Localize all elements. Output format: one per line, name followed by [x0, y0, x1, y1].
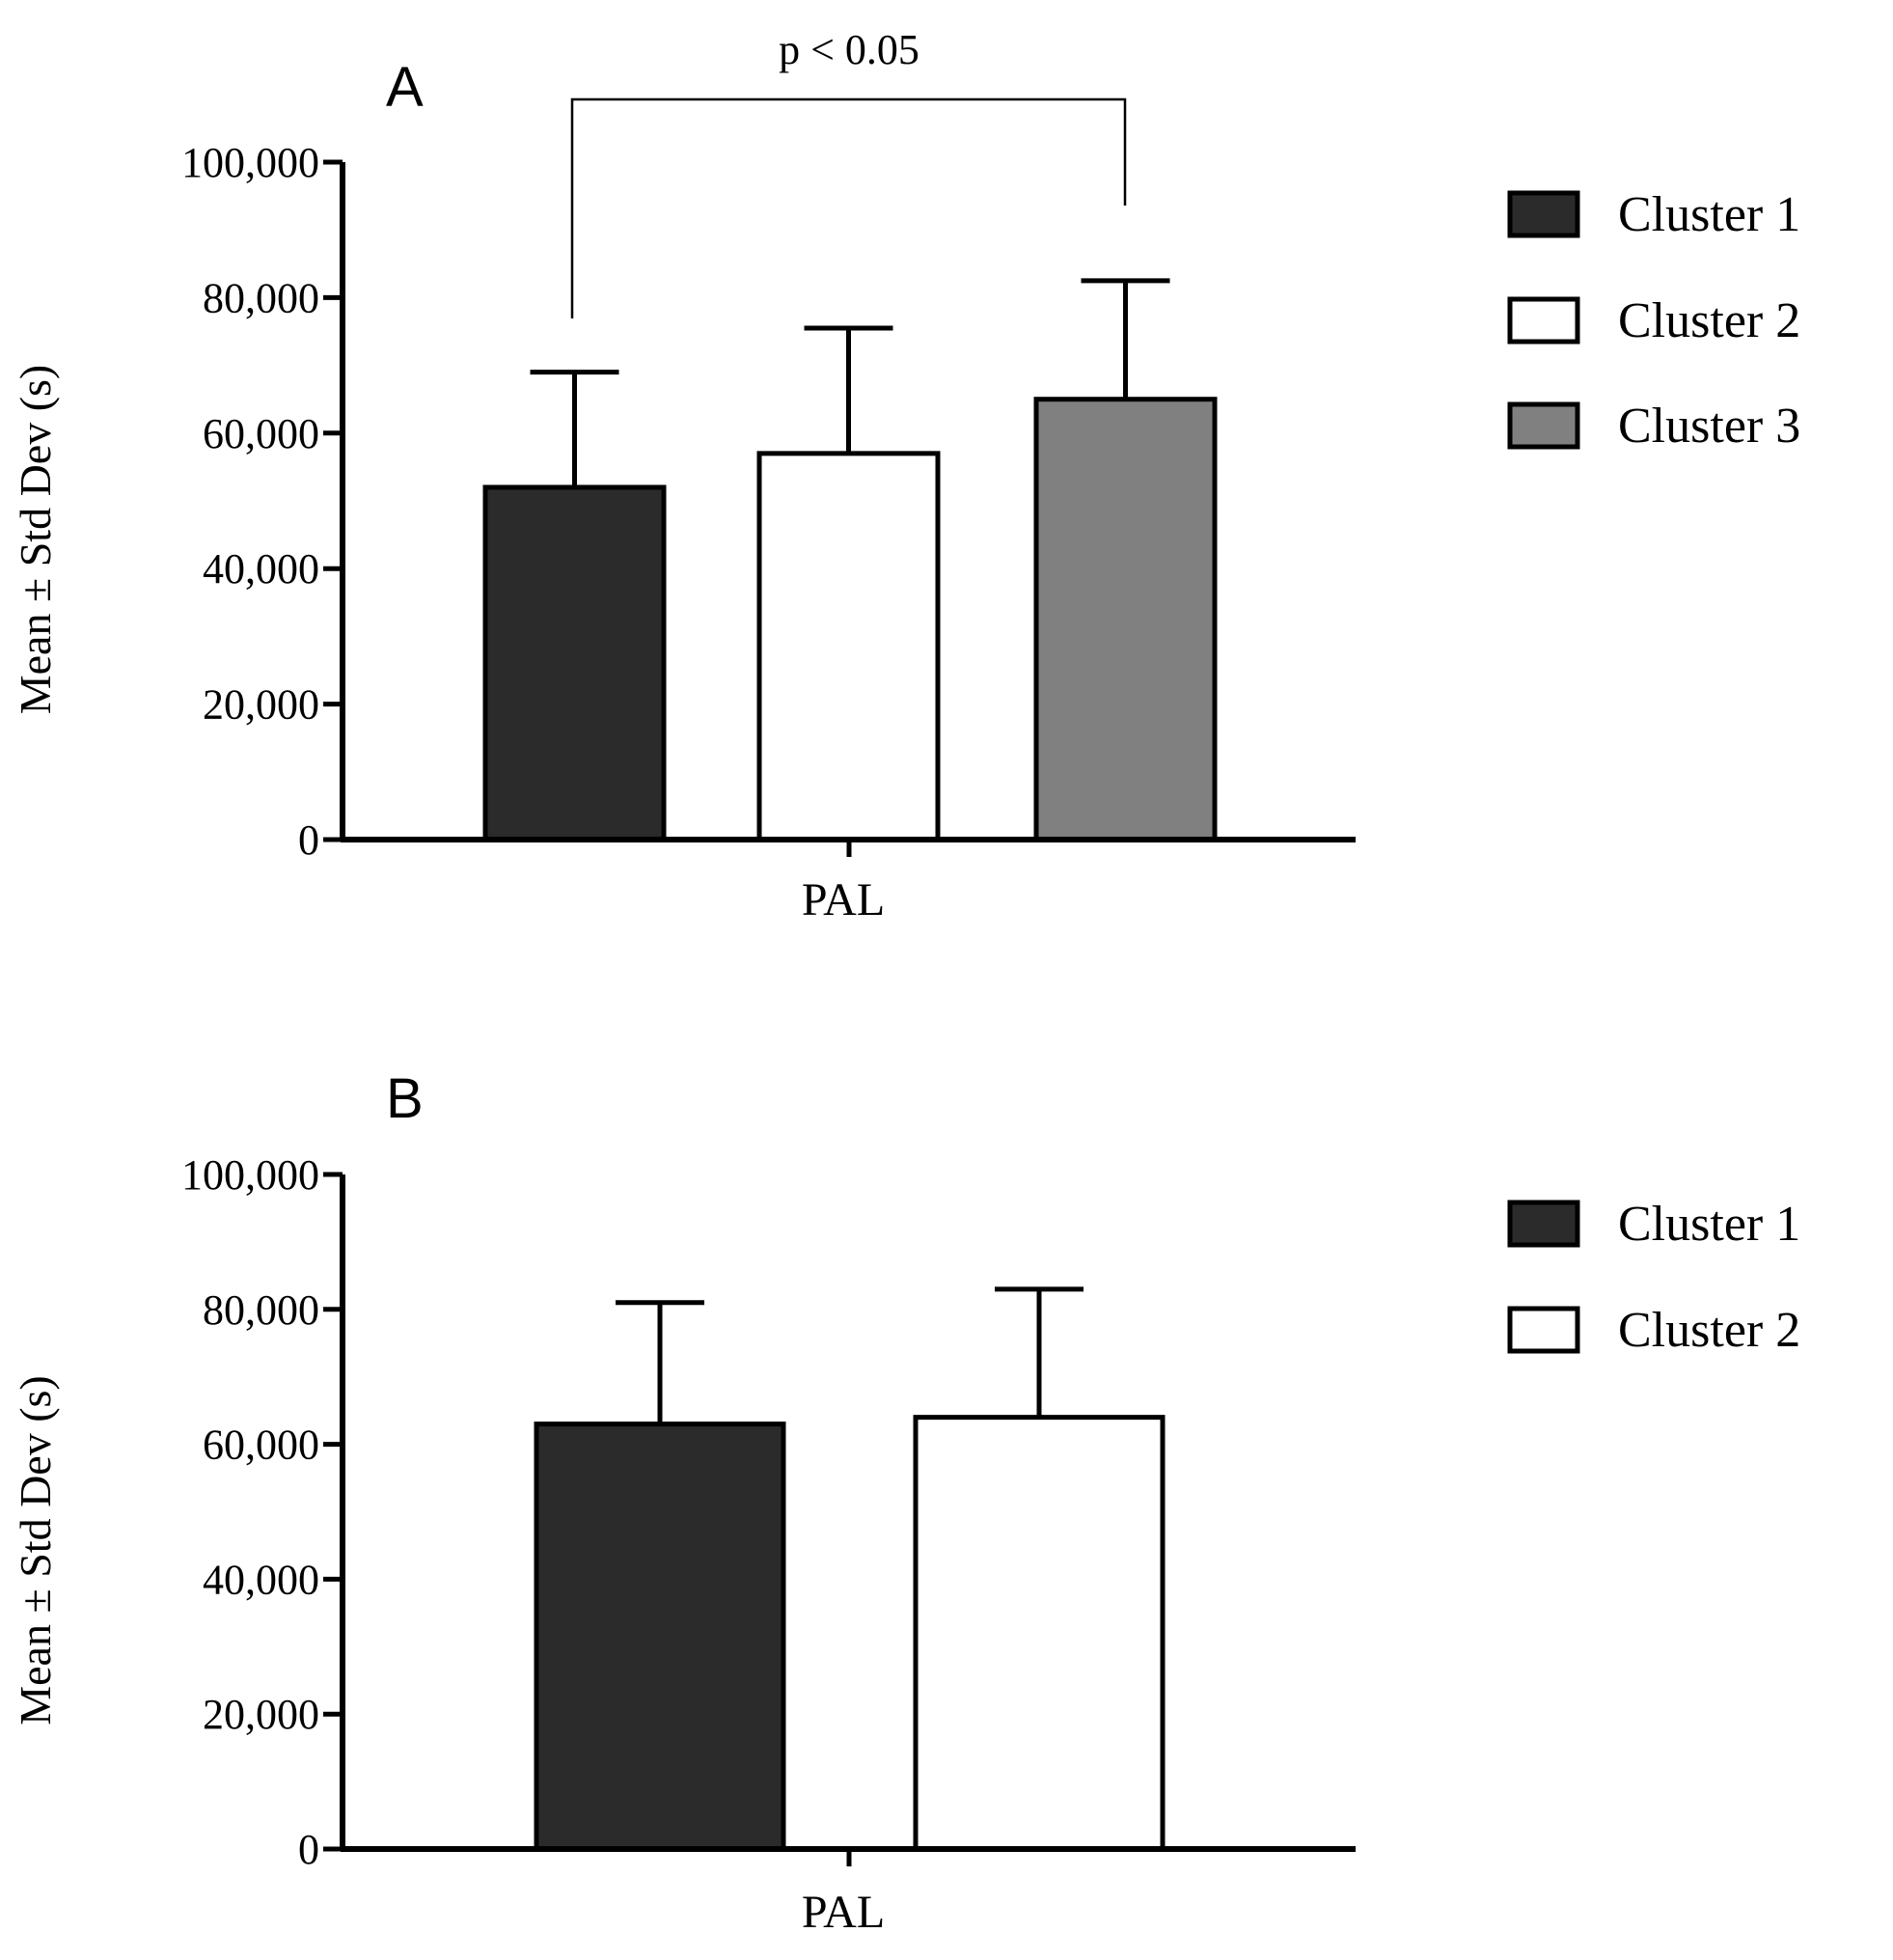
x-category-label: PAL	[802, 874, 885, 925]
legend-label: Cluster 3	[1618, 399, 1800, 454]
legend-swatch	[1507, 296, 1580, 345]
y-tick-label: 20,000	[203, 681, 319, 729]
y-tick-label: 60,000	[203, 1422, 319, 1469]
bar-cluster-1	[482, 484, 667, 842]
bar-cluster-2	[756, 451, 941, 842]
y-axis-title: Mean ± Std Dev (s)	[11, 1375, 60, 1725]
y-tick-label: 0	[298, 816, 319, 864]
significance-label: p < 0.05	[779, 26, 919, 73]
x-category-label: PAL	[802, 1887, 885, 1938]
y-tick-label: 40,000	[203, 1556, 319, 1603]
y-tick-label: 60,000	[203, 410, 319, 457]
y-tick-label: 100,000	[181, 1151, 319, 1199]
y-tick-label: 40,000	[203, 545, 319, 593]
bar-cluster-1	[534, 1422, 786, 1852]
y-tick-label: 80,000	[203, 1286, 319, 1334]
legend-swatch	[1507, 1306, 1580, 1354]
bar-cluster-3	[1033, 397, 1218, 842]
legend-swatch	[1507, 190, 1580, 238]
y-axis-title: Mean ± Std Dev (s)	[11, 365, 60, 715]
y-tick-label: 20,000	[203, 1691, 319, 1738]
bar-cluster-2	[913, 1415, 1166, 1852]
legend-swatch	[1507, 1200, 1580, 1248]
legend-label: Cluster 2	[1618, 1303, 1800, 1358]
y-tick-label: 80,000	[203, 274, 319, 321]
significance-bracket	[570, 97, 1127, 318]
legend-swatch	[1507, 401, 1580, 450]
panel-label: B	[386, 1067, 424, 1130]
legend-label: Cluster 1	[1618, 1197, 1800, 1252]
panel-label: A	[386, 56, 424, 119]
legend-label: Cluster 2	[1618, 293, 1800, 348]
y-tick-label: 0	[298, 1826, 319, 1873]
y-tick-label: 100,000	[181, 139, 319, 186]
legend-label: Cluster 1	[1618, 187, 1800, 242]
